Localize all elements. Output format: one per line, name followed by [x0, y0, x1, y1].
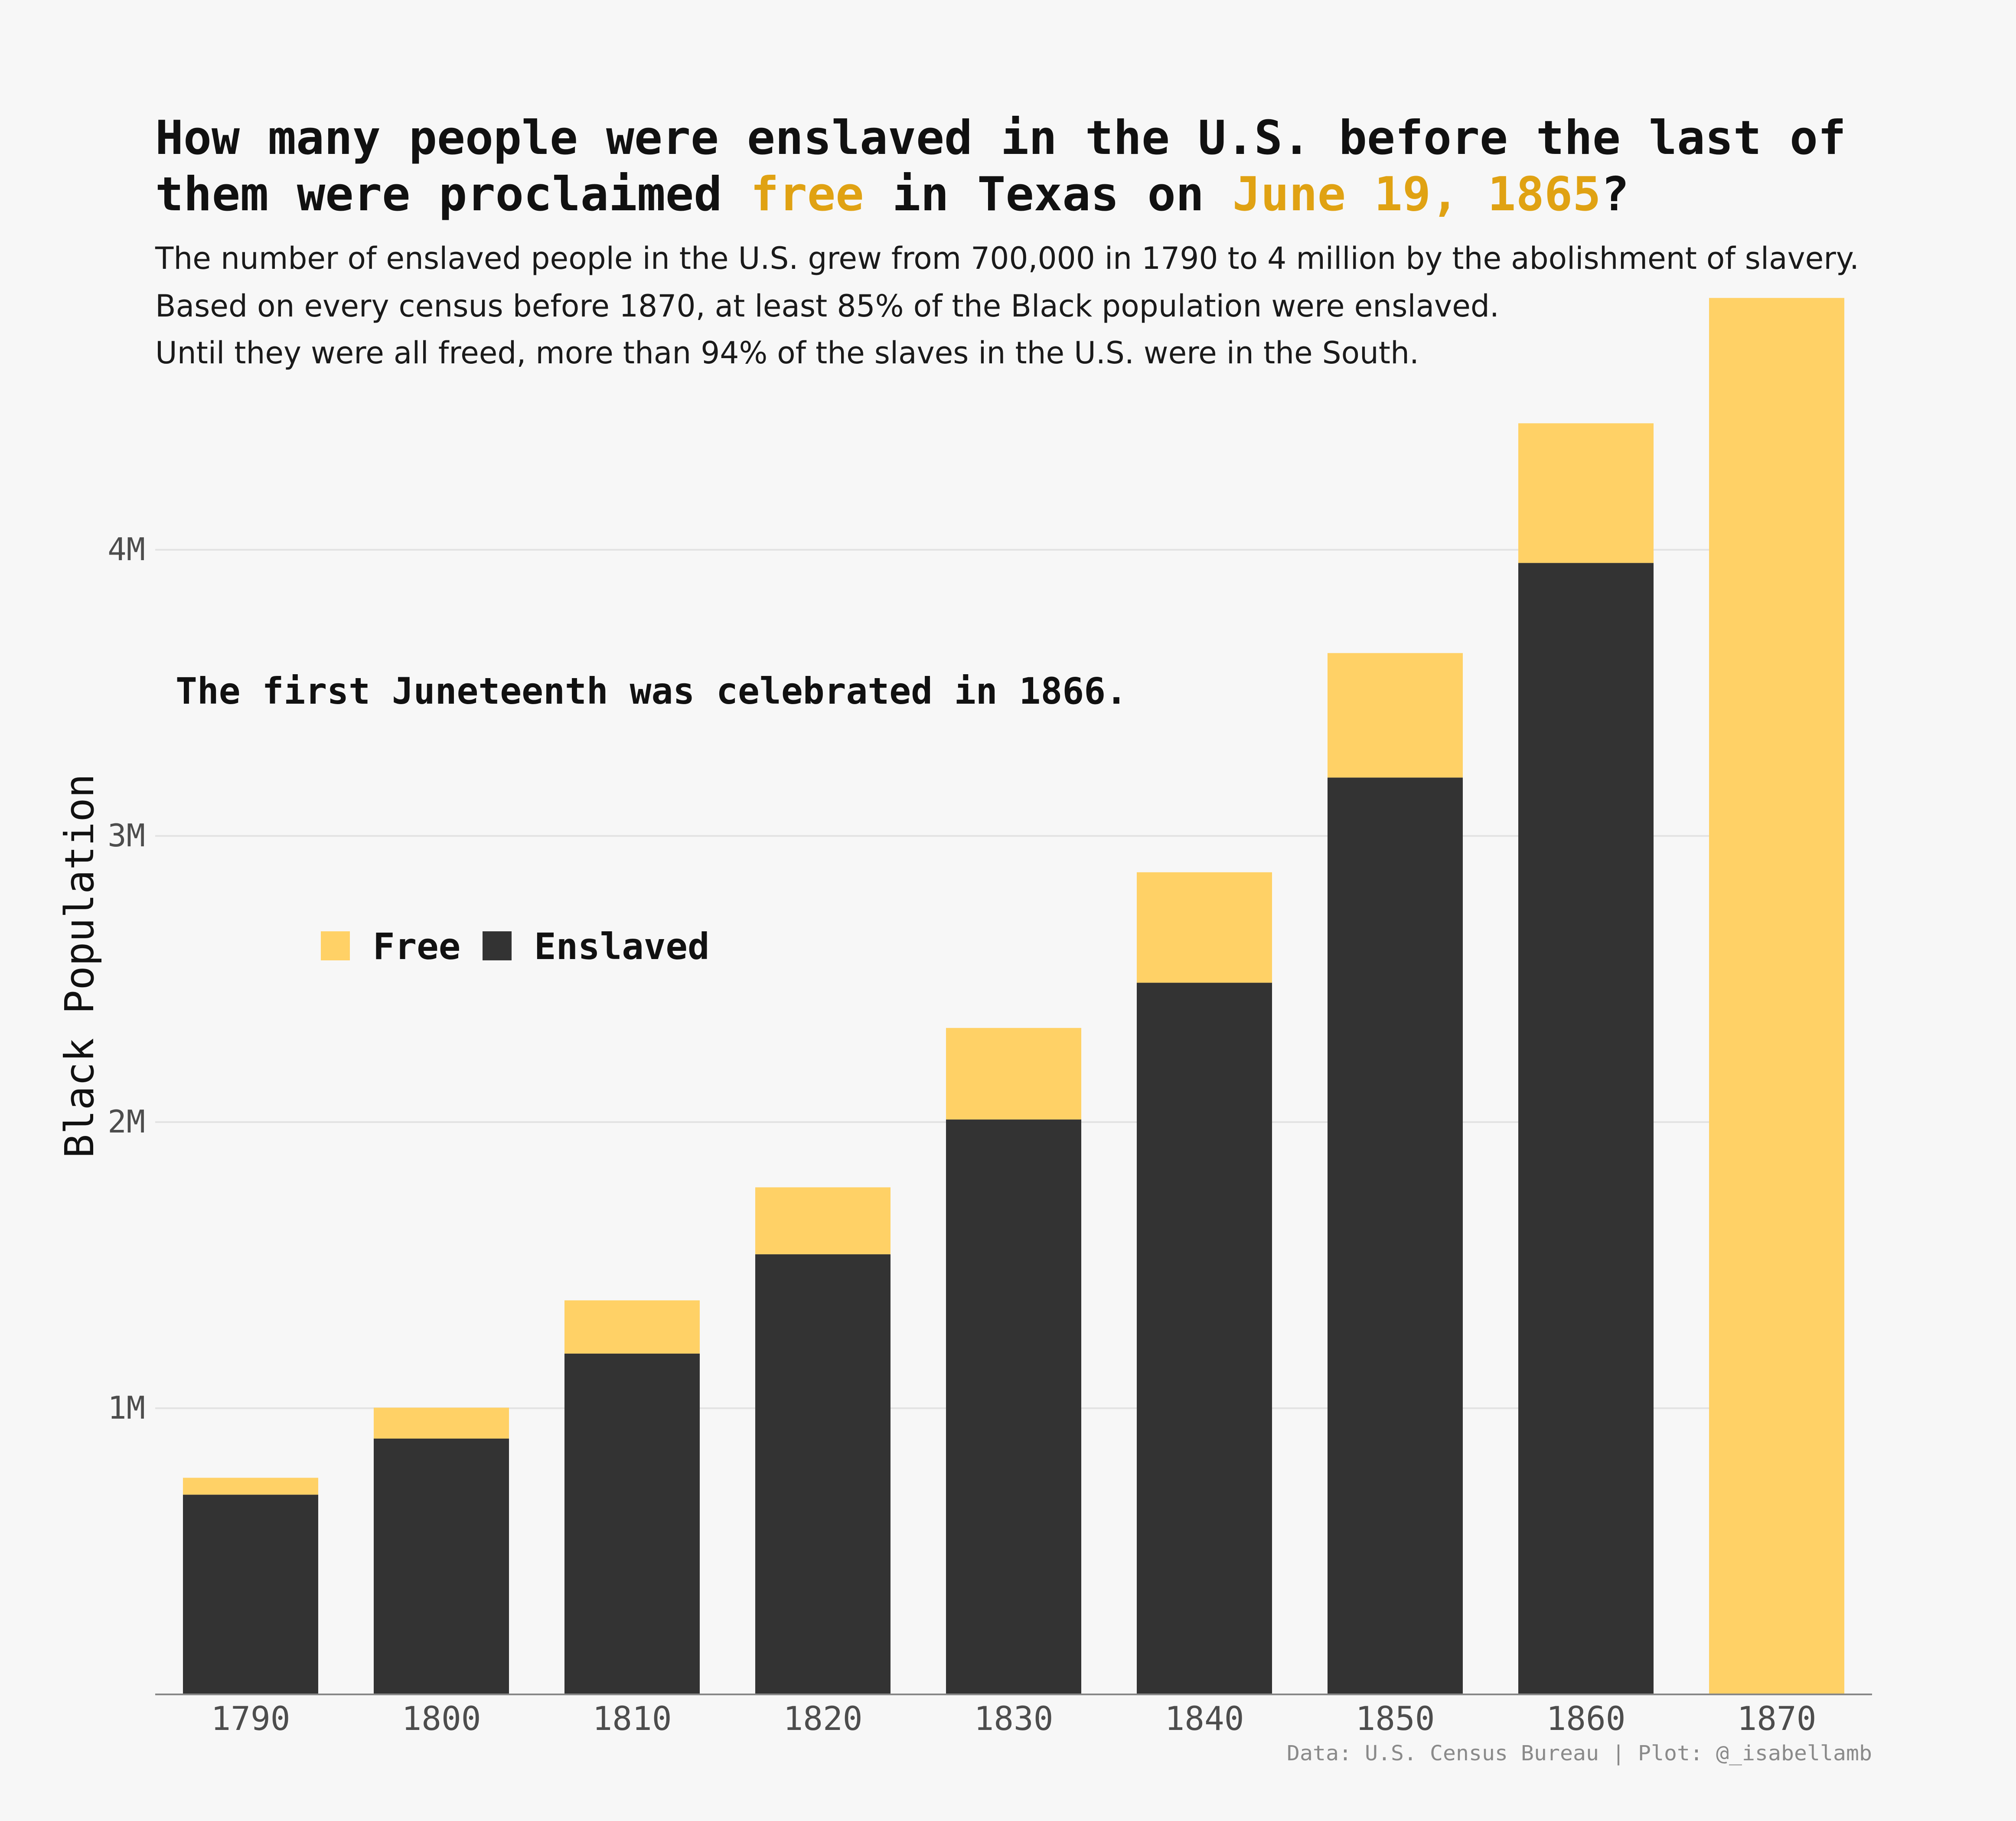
bar-free-1800: [374, 1407, 509, 1439]
bar-enslaved-1850: [1328, 777, 1463, 1695]
y-axis-label: Black Population: [56, 774, 103, 1158]
bar-free-1790: [183, 1478, 318, 1495]
chart-caption: Data: U.S. Census Bureau | Plot: @_isabe…: [1287, 1741, 1872, 1766]
title-part-3: in Texas on: [864, 167, 1233, 222]
y-tick-label-2M: 2M: [108, 1103, 145, 1140]
y-tick-label-1M: 1M: [108, 1390, 145, 1426]
chart-title-line2: them were proclaimed free in Texas on Ju…: [155, 167, 1629, 222]
chart-subtitle-line3: Until they were all freed, more than 94%…: [155, 335, 1419, 371]
annotation-juneteenth: The first Juneteenth was celebrated in 1…: [176, 670, 1127, 712]
chart-title-line1: How many people were enslaved in the U.S…: [155, 111, 1846, 165]
title-part-1: them were proclaimed: [155, 167, 750, 222]
title-highlight-date: June 19, 1865: [1233, 167, 1601, 222]
x-tick-label-1870: 1870: [1737, 1699, 1816, 1738]
title-highlight-free: free: [750, 167, 864, 222]
title-part-5: ?: [1601, 167, 1629, 222]
legend-swatch-free: [321, 931, 350, 960]
x-tick-label-1840: 1840: [1165, 1699, 1244, 1738]
x-tick-label-1790: 1790: [211, 1699, 290, 1738]
bar-enslaved-1790: [183, 1495, 318, 1694]
bar-free-1840: [1137, 872, 1272, 983]
bar-free-1820: [755, 1187, 891, 1254]
legend-label-enslaved: Enslaved: [534, 925, 710, 968]
legend-label-free: Free: [373, 925, 460, 968]
legend-swatch-enslaved: [483, 931, 512, 960]
x-tick-label-1820: 1820: [783, 1699, 862, 1738]
bars: [183, 298, 1844, 1695]
bar-free-1870: [1709, 298, 1844, 1695]
bar-enslaved-1840: [1137, 982, 1272, 1694]
chart-subtitle-line1: The number of enslaved people in the U.S…: [155, 241, 1859, 276]
x-tick-label-1810: 1810: [592, 1699, 672, 1738]
y-tick-label-4M: 4M: [108, 531, 145, 568]
y-tick-labels: 1M 2M 3M 4M: [108, 531, 145, 1426]
legend: Free Enslaved: [321, 925, 710, 968]
bar-free-1830: [946, 1028, 1081, 1120]
bar-enslaved-1810: [564, 1353, 700, 1694]
x-tick-label-1800: 1800: [401, 1699, 481, 1738]
chart-subtitle-line2: Based on every census before 1870, at le…: [155, 288, 1499, 324]
y-tick-label-3M: 3M: [108, 817, 145, 854]
bar-free-1850: [1328, 653, 1463, 778]
bar-enslaved-1800: [374, 1438, 509, 1694]
x-tick-label-1830: 1830: [974, 1699, 1053, 1738]
bar-enslaved-1820: [755, 1254, 891, 1694]
bar-free-1860: [1518, 423, 1654, 563]
bar-enslaved-1860: [1518, 563, 1654, 1695]
bar-free-1810: [564, 1300, 700, 1354]
x-tick-labels: 1790 1800 1810 1820 1830 1840 1850 1860 1870: [211, 1699, 1816, 1738]
bar-enslaved-1830: [946, 1119, 1081, 1694]
x-tick-label-1860: 1860: [1546, 1699, 1625, 1738]
x-tick-label-1850: 1850: [1355, 1699, 1435, 1738]
